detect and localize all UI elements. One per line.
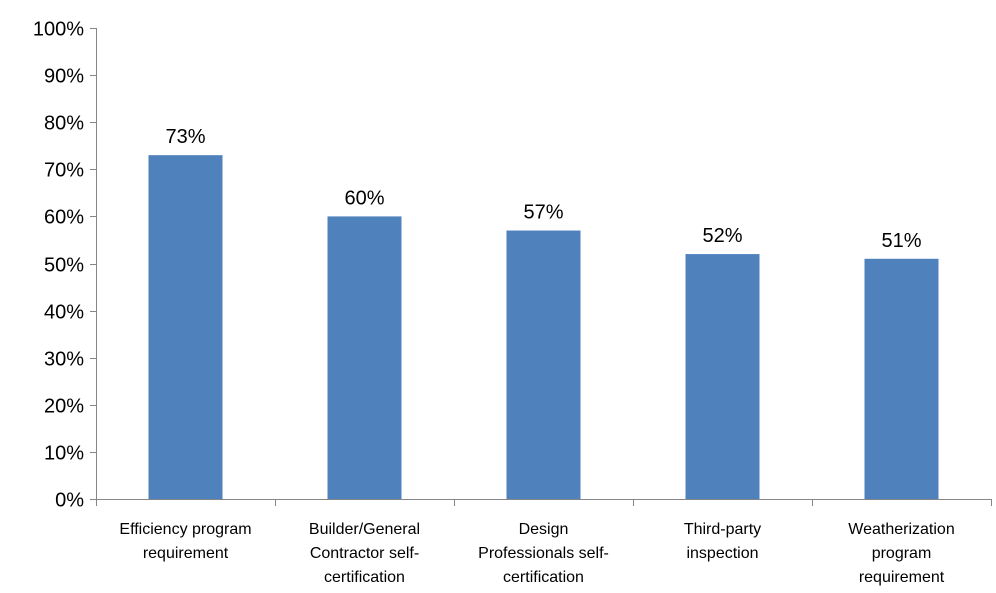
y-tick-label: 100% [33, 19, 84, 41]
y-tick-label: 60% [44, 207, 84, 229]
y-tick-label: 40% [44, 302, 84, 324]
bar-data-label: 60% [344, 187, 384, 209]
x-category-label-line: program [872, 545, 932, 562]
x-category-label-line: Builder/General [309, 521, 420, 538]
x-category-label-line: certification [324, 569, 405, 586]
x-category-label-line: requirement [143, 545, 229, 562]
x-category-label-line: Weatherization [848, 521, 954, 538]
bar [864, 258, 939, 499]
x-axis [96, 499, 992, 506]
y-tick-label: 70% [44, 160, 84, 182]
y-tick-label: 10% [44, 443, 84, 465]
x-category-label-line: Design [519, 521, 569, 538]
data-labels: 73% 60% 57% 52% 51% [165, 126, 921, 252]
x-category-label: Builder/General Contractor self-certifica… [309, 521, 420, 586]
x-category-label-line: requirement [859, 569, 945, 586]
bar [148, 155, 223, 500]
category-labels: Efficiency program requirement Builder/Gen… [119, 521, 954, 586]
x-category-label-line: Professionals self- [478, 545, 609, 562]
x-category-label-line: inspection [686, 545, 758, 562]
bar [506, 230, 581, 499]
x-category-label-line: Contractor self- [310, 545, 419, 562]
x-category-label-line: Third-party [684, 521, 761, 538]
y-tick-label: 0% [55, 490, 84, 512]
bar [327, 216, 402, 499]
x-category-label-line: certification [503, 569, 584, 586]
bar [685, 254, 760, 499]
x-category-label: Third-party inspection [684, 521, 761, 562]
bar-data-label: 52% [702, 225, 742, 247]
y-tick-label: 30% [44, 349, 84, 371]
y-axis: 0% 10% 20% 30% 40% 50% 60% 70% 80% 90% 100% [33, 19, 97, 512]
bar-data-label: 73% [165, 126, 205, 148]
y-tick-label: 50% [44, 255, 84, 277]
x-category-label: Weatherization program requirement [848, 521, 954, 586]
y-tick-label: 20% [44, 396, 84, 418]
bar-data-label: 57% [523, 202, 563, 224]
x-category-label: Efficiency program requirement [119, 521, 251, 562]
y-tick-label: 90% [44, 66, 84, 88]
x-category-label-line: Efficiency program [119, 521, 251, 538]
x-category-label: Design Professionals self-certification [478, 521, 609, 586]
y-tick-label: 80% [44, 113, 84, 135]
bars [148, 155, 939, 500]
bar-data-label: 51% [881, 230, 921, 252]
